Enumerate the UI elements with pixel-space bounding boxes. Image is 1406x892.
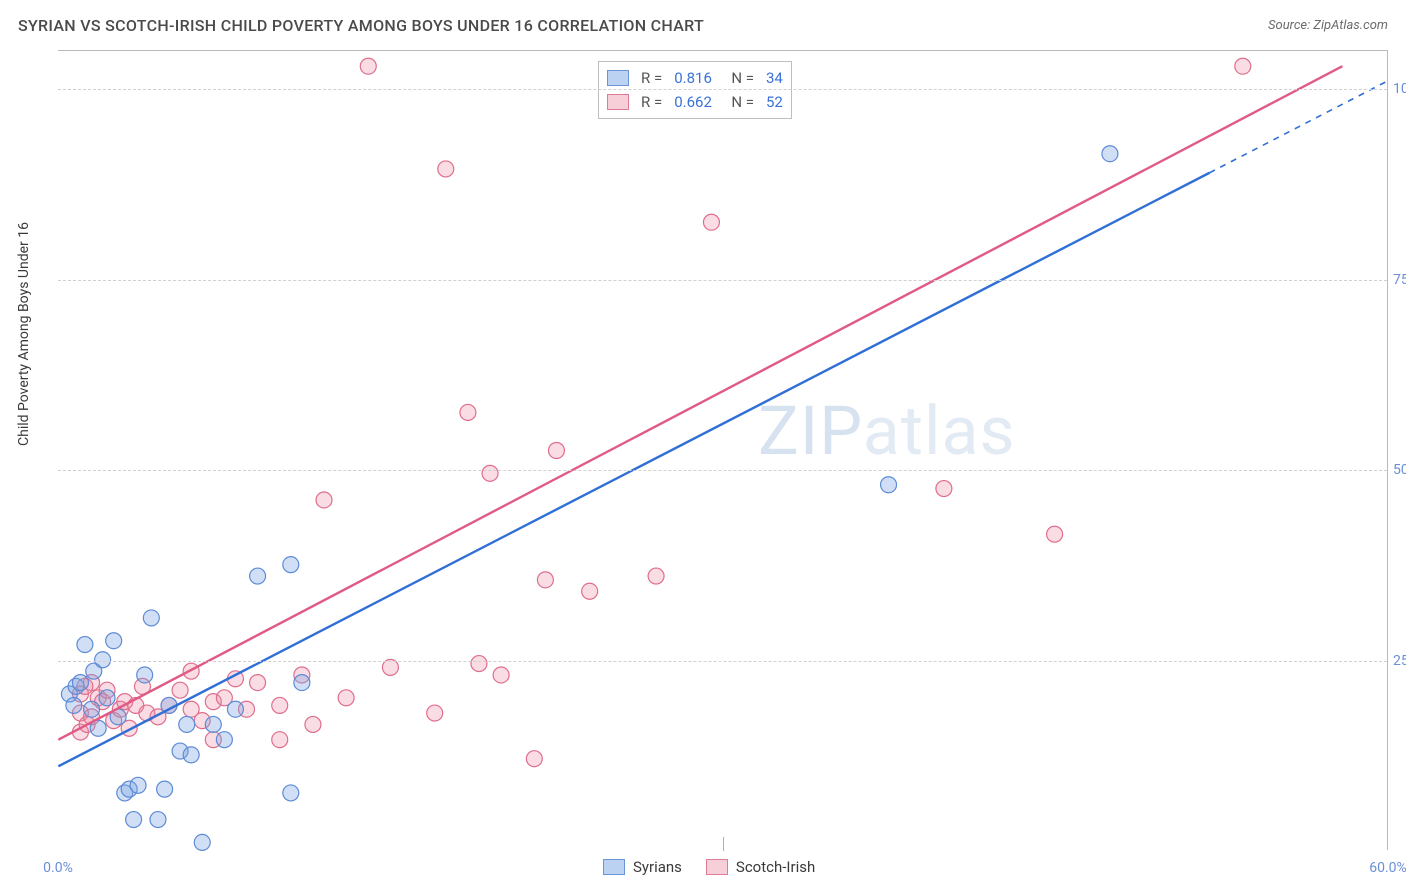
- syrians-point: [126, 812, 142, 828]
- syrians-point: [72, 675, 88, 691]
- scotch_irish-swatch-icon: [607, 94, 629, 110]
- syrians-point: [150, 812, 166, 828]
- y-tick-label: 25.0%: [1393, 653, 1406, 669]
- legend-label: Syrians: [633, 858, 682, 876]
- legend-label: Scotch-Irish: [736, 858, 815, 876]
- gridline-horizontal: [58, 280, 1387, 281]
- syrians-trend-line-dashed: [1210, 81, 1387, 172]
- syrians-point: [137, 667, 153, 683]
- scotch_irish-point: [360, 58, 376, 74]
- scotch_irish-point: [438, 161, 454, 177]
- x-tick-label: 60.0%: [1369, 860, 1406, 876]
- syrians-point: [216, 732, 232, 748]
- gridline-horizontal: [58, 661, 1387, 662]
- scotch_irish-point: [1047, 526, 1063, 542]
- gridline-vertical: [723, 837, 724, 851]
- syrians-point: [1102, 146, 1118, 162]
- stat-r-value: 0.662: [674, 90, 712, 114]
- scotch_irish-point: [250, 675, 266, 691]
- syrians-point: [205, 716, 221, 732]
- scotch_irish-point: [272, 697, 288, 713]
- scotch_irish-point: [338, 690, 354, 706]
- scotch_irish-point: [427, 705, 443, 721]
- stat-n-value: 52: [766, 90, 783, 114]
- syrians-point: [881, 477, 897, 493]
- y-tick-label: 50.0%: [1393, 462, 1406, 478]
- syrians-point: [130, 777, 146, 793]
- syrians-point: [250, 568, 266, 584]
- syrians-point: [77, 637, 93, 653]
- scotch_irish-point: [537, 572, 553, 588]
- syrians-legend-swatch-icon: [603, 859, 625, 875]
- stat-n-label: N =: [724, 90, 754, 114]
- x-tick-label: 0.0%: [43, 860, 73, 876]
- stat-r-label: R =: [641, 66, 662, 90]
- y-tick-label: 100.0%: [1393, 81, 1406, 97]
- syrians-point: [294, 675, 310, 691]
- plot-area: ZIPatlas R =0.816 N =34R =0.662 N =52 Sy…: [58, 50, 1388, 850]
- syrians-point: [227, 701, 243, 717]
- scotch_irish-point: [582, 583, 598, 599]
- syrians-swatch-icon: [607, 70, 629, 86]
- syrians-point: [194, 834, 210, 850]
- scatter-svg: [58, 51, 1387, 850]
- stats-row-syrians: R = 0.816 N = 34: [607, 66, 783, 90]
- scotch_irish-point: [548, 443, 564, 459]
- syrians-point: [283, 557, 299, 573]
- stat-n-label: N =: [724, 66, 754, 90]
- scotch_irish-point: [936, 481, 952, 497]
- scotch_irish-point: [316, 492, 332, 508]
- scotch_irish-point: [1235, 58, 1251, 74]
- chart-title: SYRIAN VS SCOTCH-IRISH CHILD POVERTY AMO…: [18, 16, 704, 35]
- legend-item-scotch_irish: Scotch-Irish: [706, 858, 815, 876]
- scotch_irish-point: [382, 659, 398, 675]
- y-tick-label: 75.0%: [1393, 272, 1406, 288]
- syrians-point: [183, 747, 199, 763]
- scotch_irish-point: [703, 214, 719, 230]
- scotch_irish-point: [526, 751, 542, 767]
- scotch_irish-point: [493, 667, 509, 683]
- stat-n-value: 34: [766, 66, 783, 90]
- scotch_irish-legend-swatch-icon: [706, 859, 728, 875]
- syrians-point: [84, 701, 100, 717]
- source-attribution: Source: ZipAtlas.com: [1268, 18, 1388, 33]
- syrians-point: [179, 716, 195, 732]
- scotch_irish-point: [648, 568, 664, 584]
- stat-r-value: 0.816: [674, 66, 712, 90]
- series-legend: Syrians Scotch-Irish: [603, 857, 815, 876]
- gridline-horizontal: [58, 89, 1387, 90]
- syrians-point: [157, 781, 173, 797]
- title-bar: SYRIAN VS SCOTCH-IRISH CHILD POVERTY AMO…: [18, 10, 1388, 40]
- syrians-point: [283, 785, 299, 801]
- scotch_irish-trend-line: [58, 66, 1342, 739]
- syrians-point: [99, 690, 115, 706]
- stats-row-scotch_irish: R = 0.662 N = 52: [607, 90, 783, 114]
- syrians-point: [143, 610, 159, 626]
- syrians-point: [66, 697, 82, 713]
- scotch_irish-point: [272, 732, 288, 748]
- scotch_irish-point: [482, 465, 498, 481]
- scotch_irish-point: [305, 716, 321, 732]
- stat-r-label: R =: [641, 90, 662, 114]
- scotch_irish-point: [471, 656, 487, 672]
- legend-item-syrians: Syrians: [603, 858, 682, 876]
- chart-root: SYRIAN VS SCOTCH-IRISH CHILD POVERTY AMO…: [0, 0, 1406, 892]
- scotch_irish-point: [460, 404, 476, 420]
- gridline-horizontal: [58, 470, 1387, 471]
- scotch_irish-point: [172, 682, 188, 698]
- syrians-point: [106, 633, 122, 649]
- y-axis-label: Child Poverty Among Boys Under 16: [16, 222, 32, 446]
